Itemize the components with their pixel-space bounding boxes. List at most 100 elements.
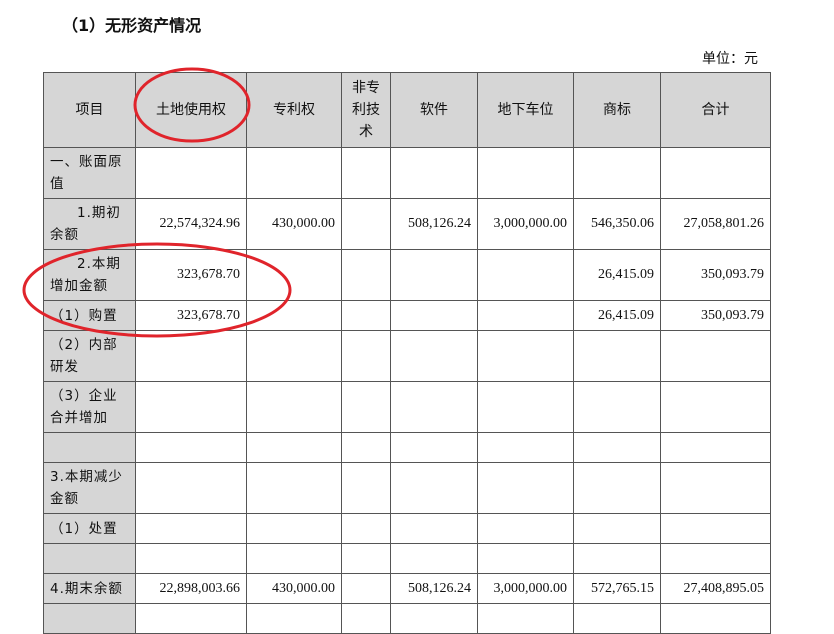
intangible-assets-table: 项目 土地使用权 专利权 非专利技术 软件 地下车位 商标 合计 一、账面原值 1.期初余额 22… bbox=[43, 72, 771, 634]
table-cell bbox=[390, 513, 478, 544]
table-cell: 323,678.70 bbox=[135, 300, 247, 331]
column-header: 专利权 bbox=[246, 72, 342, 148]
table-row: （1）购置 323,678.70 26,415.09 350,093.79 bbox=[43, 300, 771, 331]
row-label: （3）企业合并增加 bbox=[43, 381, 136, 433]
table-cell: 350,093.79 bbox=[660, 249, 771, 301]
table-row: 一、账面原值 bbox=[43, 147, 771, 199]
table-cell bbox=[135, 147, 247, 199]
table-cell bbox=[477, 147, 574, 199]
table-cell bbox=[341, 573, 391, 604]
table-cell bbox=[341, 603, 391, 634]
table-cell bbox=[341, 462, 391, 514]
table-cell bbox=[246, 462, 342, 514]
table-cell: 508,126.24 bbox=[390, 198, 478, 250]
table-cell bbox=[660, 543, 771, 574]
table-cell: 27,408,895.05 bbox=[660, 573, 771, 604]
table-cell bbox=[573, 513, 661, 544]
table-cell bbox=[246, 432, 342, 463]
table-cell bbox=[477, 381, 574, 433]
table-cell bbox=[135, 513, 247, 544]
table-cell bbox=[477, 300, 574, 331]
row-label: （1）购置 bbox=[43, 300, 136, 331]
table-row bbox=[43, 603, 771, 634]
table-cell bbox=[246, 330, 342, 382]
table-cell: 3,000,000.00 bbox=[477, 198, 574, 250]
table-cell bbox=[246, 147, 342, 199]
table-cell bbox=[341, 300, 391, 331]
table-cell: 546,350.06 bbox=[573, 198, 661, 250]
table-cell bbox=[660, 381, 771, 433]
table-cell bbox=[660, 603, 771, 634]
table-cell bbox=[341, 513, 391, 544]
unit-label: 单位：元 bbox=[702, 51, 758, 67]
table-cell bbox=[477, 603, 574, 634]
table-cell bbox=[341, 381, 391, 433]
table-row bbox=[43, 432, 771, 463]
row-label: （1）处置 bbox=[43, 513, 136, 544]
table-cell: 3,000,000.00 bbox=[477, 573, 574, 604]
row-label: 3.本期减少金额 bbox=[43, 462, 136, 514]
table-cell bbox=[573, 432, 661, 463]
table-cell: 572,765.15 bbox=[573, 573, 661, 604]
column-header: 地下车位 bbox=[477, 72, 574, 148]
table-cell bbox=[390, 543, 478, 574]
table-cell bbox=[390, 603, 478, 634]
table-cell bbox=[477, 513, 574, 544]
row-label: 4.期末余额 bbox=[43, 573, 136, 604]
table-cell: 323,678.70 bbox=[135, 249, 247, 301]
table-row bbox=[43, 543, 771, 574]
row-label bbox=[43, 603, 136, 634]
table-cell bbox=[390, 432, 478, 463]
table-cell bbox=[573, 381, 661, 433]
table-cell bbox=[573, 462, 661, 514]
table-cell bbox=[390, 330, 478, 382]
table-cell bbox=[341, 198, 391, 250]
table-row: 2.本期增加金额 323,678.70 26,415.09 350,093.79 bbox=[43, 249, 771, 301]
table-row: （3）企业合并增加 bbox=[43, 381, 771, 433]
table-cell bbox=[246, 300, 342, 331]
table-cell bbox=[390, 147, 478, 199]
row-label bbox=[43, 543, 136, 574]
table-cell: 26,415.09 bbox=[573, 249, 661, 301]
table-row: 3.本期减少金额 bbox=[43, 462, 771, 514]
table-cell bbox=[246, 603, 342, 634]
row-label: （2）内部研发 bbox=[43, 330, 136, 382]
table-cell bbox=[246, 249, 342, 301]
table-cell bbox=[573, 543, 661, 574]
table-cell bbox=[246, 543, 342, 574]
table-row: （1）处置 bbox=[43, 513, 771, 544]
table-cell bbox=[573, 603, 661, 634]
table-cell bbox=[477, 543, 574, 574]
table-cell bbox=[341, 543, 391, 574]
column-header: 软件 bbox=[390, 72, 478, 148]
table-cell bbox=[660, 432, 771, 463]
table-cell bbox=[341, 432, 391, 463]
table-cell: 22,898,003.66 bbox=[135, 573, 247, 604]
table-cell bbox=[477, 432, 574, 463]
table-row: 1.期初余额 22,574,324.96 430,000.00 508,126.24 3… bbox=[43, 198, 771, 250]
table-cell: 508,126.24 bbox=[390, 573, 478, 604]
column-header: 土地使用权 bbox=[135, 72, 247, 148]
table-cell bbox=[660, 330, 771, 382]
table-cell bbox=[390, 462, 478, 514]
column-header: 项目 bbox=[43, 72, 136, 148]
table-cell bbox=[341, 147, 391, 199]
row-label bbox=[43, 432, 136, 463]
table-cell bbox=[135, 381, 247, 433]
table-cell bbox=[573, 147, 661, 199]
row-label: 一、账面原值 bbox=[43, 147, 136, 199]
row-label: 1.期初余额 bbox=[43, 198, 136, 250]
table-cell: 350,093.79 bbox=[660, 300, 771, 331]
table-cell bbox=[135, 330, 247, 382]
column-header: 合计 bbox=[660, 72, 771, 148]
section-title: （1）无形资产情况 bbox=[62, 16, 202, 35]
table-cell: 27,058,801.26 bbox=[660, 198, 771, 250]
table-cell: 430,000.00 bbox=[246, 573, 342, 604]
table-cell bbox=[341, 330, 391, 382]
table-cell bbox=[573, 330, 661, 382]
table-cell: 430,000.00 bbox=[246, 198, 342, 250]
table-cell bbox=[246, 381, 342, 433]
table-cell bbox=[390, 249, 478, 301]
column-header: 非专利技术 bbox=[341, 72, 391, 148]
column-header: 商标 bbox=[573, 72, 661, 148]
